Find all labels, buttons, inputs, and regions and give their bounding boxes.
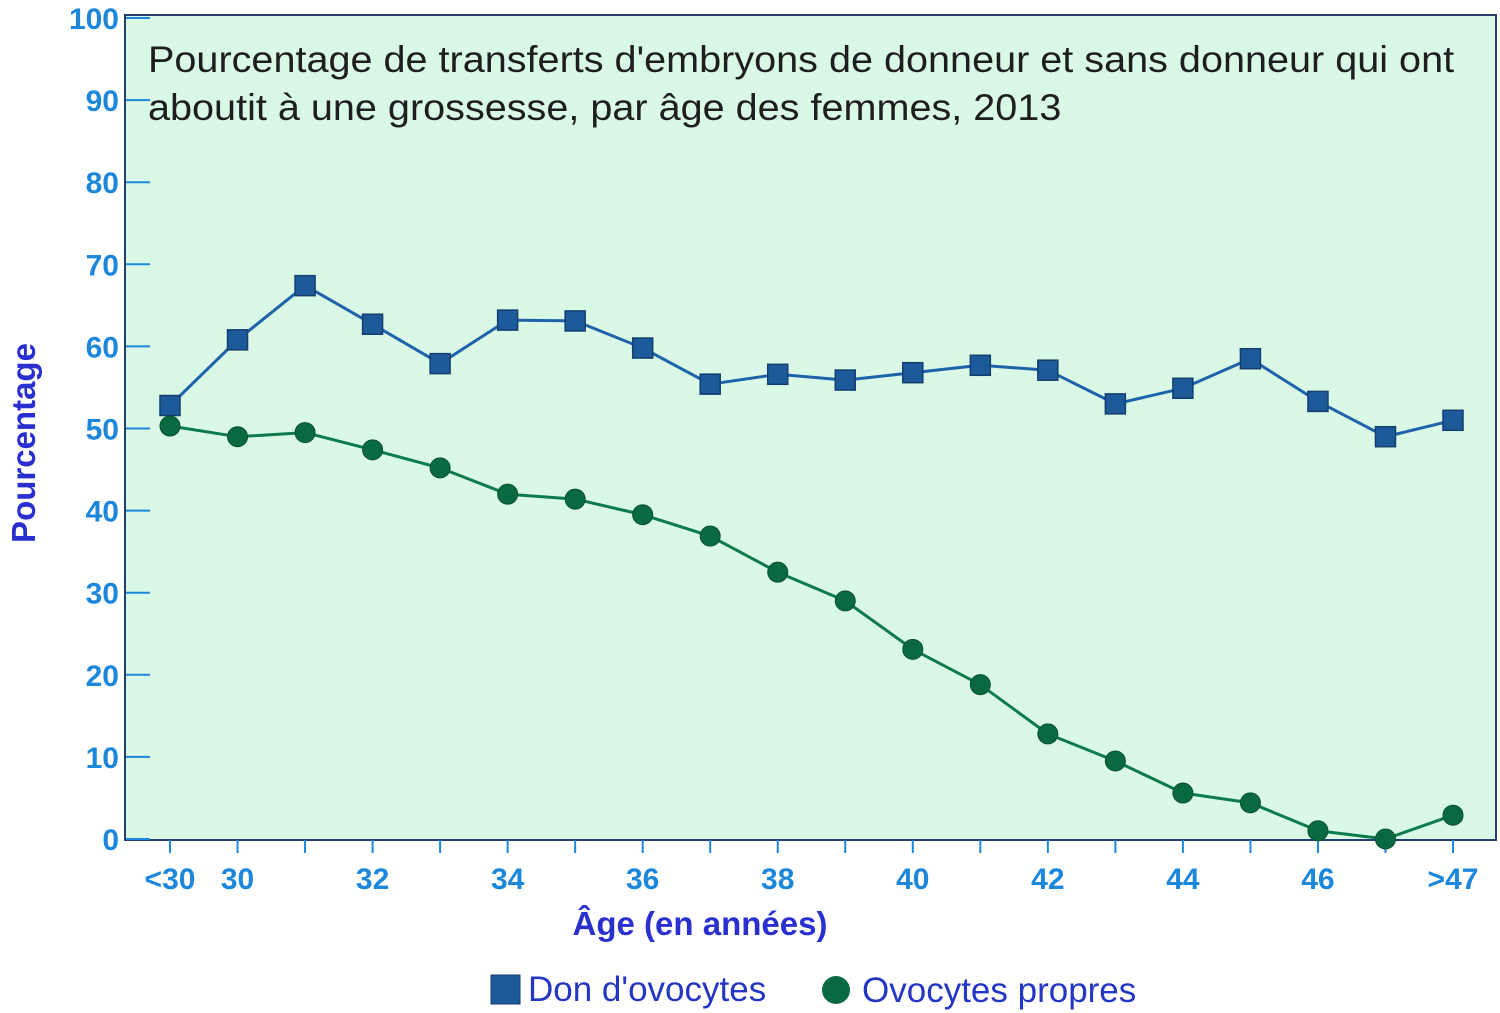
data-point-don-d-ovocytes (834, 369, 857, 391)
x-tick-label: >47 (1428, 863, 1479, 896)
x-tick-label: 42 (1031, 863, 1064, 896)
data-point-ovocytes-propres (362, 439, 384, 461)
data-point-ovocytes-propres (497, 483, 519, 505)
series-line-ovocytes-propres (169, 424, 1454, 841)
data-point-don-d-ovocytes (1037, 359, 1059, 381)
data-point-don-d-ovocytes (1307, 390, 1329, 413)
legend-label-don-ovocytes: Don d'ovocytes (528, 970, 766, 1009)
data-point-ovocytes-propres (1104, 750, 1126, 772)
data-point-ovocytes-propres (767, 561, 789, 583)
chart-title: Pourcentage de transferts d'embryons de … (148, 39, 1455, 128)
y-tick-label: 50 (86, 414, 119, 447)
x-tick-label: 44 (1166, 863, 1200, 896)
x-tick-label: 40 (896, 863, 929, 896)
legend-item-don-ovocytes: Don d'ovocytes (490, 970, 766, 1009)
series-line-don-d-ovocytes (168, 284, 1454, 439)
y-tick-label: 60 (86, 331, 119, 364)
data-point-don-d-ovocytes (969, 354, 992, 377)
data-point-ovocytes-propres (1172, 782, 1194, 804)
data-point-don-d-ovocytes (1442, 409, 1464, 432)
data-point-ovocytes-propres (699, 525, 721, 547)
y-tick-label: 90 (86, 85, 119, 118)
legend-label-ovocytes-propres: Ovocytes propres (862, 971, 1136, 1010)
y-tick-label: 40 (86, 496, 119, 529)
legend-item-ovocytes-propres: Ovocytes propres (822, 971, 1136, 1010)
y-tick-label: 100 (69, 3, 119, 36)
data-point-don-d-ovocytes (699, 373, 721, 395)
data-point-don-d-ovocytes (1104, 393, 1127, 415)
y-tick-label: 10 (86, 742, 119, 775)
data-point-don-d-ovocytes (159, 394, 181, 417)
x-tick-label: 32 (356, 863, 389, 896)
x-tick-label: <30 (145, 863, 196, 896)
y-tick-label: 0 (102, 824, 119, 857)
data-point-ovocytes-propres (294, 422, 316, 444)
data-point-don-d-ovocytes (496, 309, 519, 331)
data-point-ovocytes-propres (564, 488, 586, 510)
data-point-don-d-ovocytes (361, 313, 384, 335)
x-tick-label: 46 (1301, 863, 1334, 896)
data-point-don-d-ovocytes (631, 337, 654, 359)
x-tick-label: 38 (761, 863, 794, 896)
data-point-don-d-ovocytes (429, 352, 451, 375)
legend-circle-marker (822, 976, 850, 1004)
y-axis-title: Pourcentage (5, 343, 42, 543)
series-layer (159, 274, 1464, 850)
data-point-don-d-ovocytes (902, 361, 924, 384)
data-point-ovocytes-propres (227, 426, 249, 448)
data-point-don-d-ovocytes (294, 274, 316, 297)
legend-square-marker (490, 974, 521, 1005)
y-tick-label: 70 (86, 249, 119, 282)
data-point-don-d-ovocytes (1239, 347, 1262, 370)
data-point-ovocytes-propres (1037, 723, 1059, 745)
data-point-don-d-ovocytes (564, 310, 586, 332)
data-point-ovocytes-propres (834, 590, 856, 612)
y-tick-label: 30 (86, 578, 119, 611)
data-point-don-d-ovocytes (1374, 425, 1397, 448)
y-tick-label: 20 (86, 660, 119, 693)
series-don-d-ovocytes (159, 274, 1464, 448)
legend: Don d'ovocytes Ovocytes propres (490, 970, 1136, 1010)
x-tick-label: 30 (221, 863, 254, 896)
series-ovocytes-propres (159, 415, 1464, 850)
data-point-ovocytes-propres (1307, 820, 1329, 842)
data-point-ovocytes-propres (1239, 792, 1261, 814)
x-tick-label: 34 (491, 863, 525, 896)
data-point-ovocytes-propres (632, 504, 654, 526)
data-point-ovocytes-propres (902, 638, 924, 660)
plot-area (124, 14, 1497, 841)
data-point-ovocytes-propres (1374, 828, 1396, 850)
data-point-don-d-ovocytes (1172, 377, 1194, 400)
data-point-don-d-ovocytes (226, 329, 249, 351)
x-axis-title: Âge (en années) (573, 905, 828, 942)
data-point-ovocytes-propres (159, 415, 181, 437)
y-tick-label: 80 (86, 167, 119, 200)
x-tick-label: 36 (626, 863, 659, 896)
y-axis: 0 10 20 30 40 50 60 70 80 90 100 (69, 3, 150, 857)
data-point-ovocytes-propres (1442, 804, 1464, 826)
data-point-ovocytes-propres (969, 674, 991, 696)
data-point-don-d-ovocytes (766, 363, 789, 386)
x-axis: <30 30 32 34 36 38 40 42 44 46 >47 (145, 840, 1479, 896)
data-point-ovocytes-propres (429, 457, 451, 479)
